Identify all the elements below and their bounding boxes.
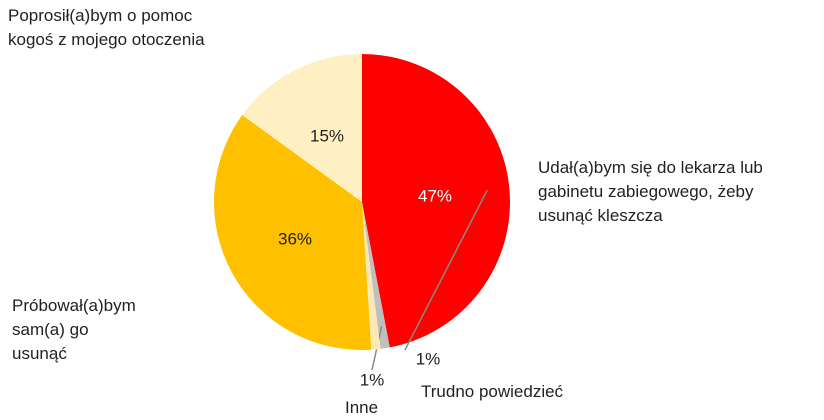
value-label: 1% [360,370,385,389]
pie-slice [362,54,511,348]
pie-slice [362,202,390,349]
category-label: Trudno powiedzieć [421,382,564,401]
value-label: 15% [310,126,344,145]
pie-slice [362,202,381,350]
category-label: Inne [345,398,379,417]
pie-slice [242,54,362,202]
category-label: Udał(a)bym się do lekarza lub gabinetu z… [538,158,763,225]
category-label: Próbował(a)bym sam(a) go usunąć [12,296,136,363]
leader-line [404,189,488,351]
pie-slice [214,115,372,350]
value-label: 1% [416,349,441,368]
value-label: 47% [418,186,452,205]
category-label: Poprosił(a)bym o pomoc kogoś z mojego ot… [8,6,205,49]
value-label: 36% [278,229,312,248]
